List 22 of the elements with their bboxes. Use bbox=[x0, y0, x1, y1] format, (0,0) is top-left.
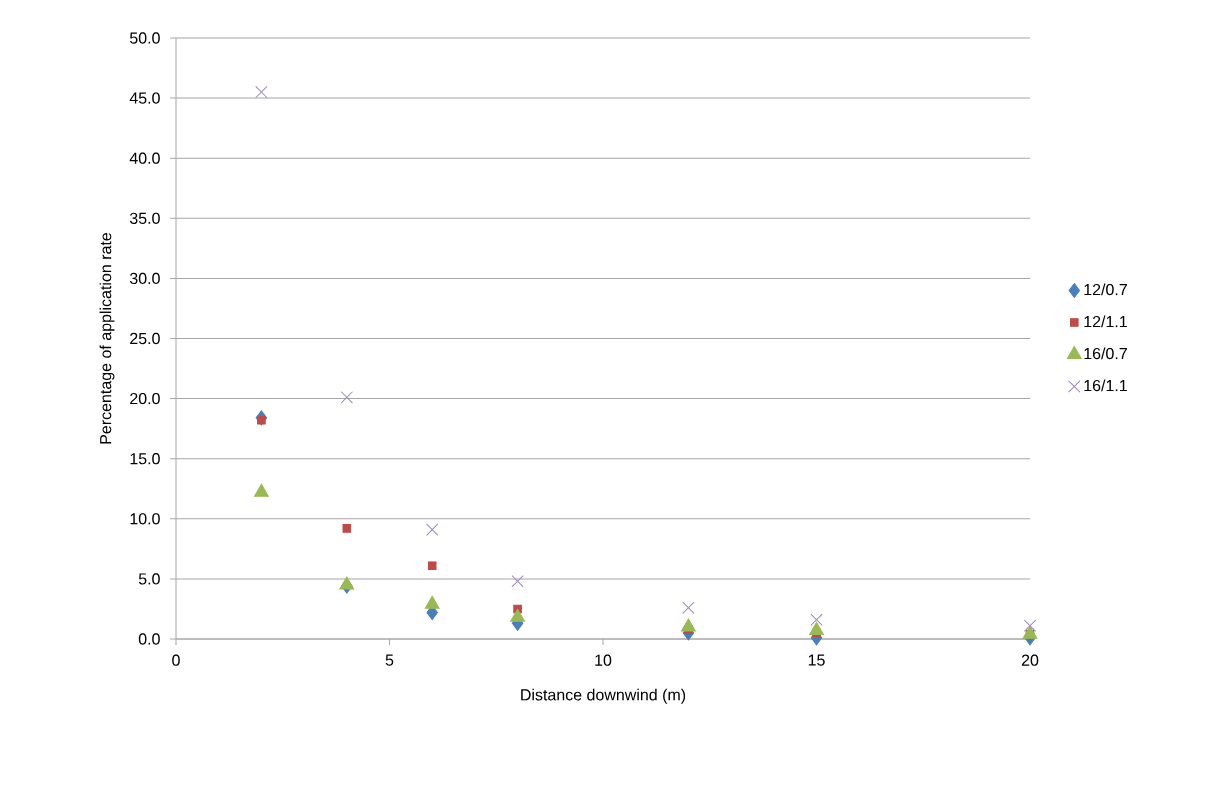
y-tick-label: 45.0 bbox=[129, 92, 160, 104]
y-tick-label: 10.0 bbox=[130, 513, 160, 525]
legend-label: 12/0.7 bbox=[1084, 283, 1127, 296]
y-tick-label: 50.0 bbox=[129, 32, 160, 44]
y-tick-label: 20.0 bbox=[130, 392, 160, 405]
y-tick-label: 15.0 bbox=[130, 453, 160, 465]
y-axis-title: Percentage of application rate bbox=[99, 232, 115, 444]
x-tick-label: 0 bbox=[172, 654, 180, 666]
legend-label: 16/1.1 bbox=[1084, 379, 1127, 392]
legend-label: 12/1.1 bbox=[1084, 315, 1127, 328]
y-tick-label: 40.0 bbox=[129, 152, 160, 164]
legend-label: 16/0.7 bbox=[1084, 347, 1127, 360]
y-tick-label: 30.0 bbox=[129, 272, 160, 285]
y-tick-label: 35.0 bbox=[129, 212, 160, 224]
y-tick-label: 5.0 bbox=[138, 573, 160, 585]
x-tick-label: 20 bbox=[1021, 654, 1039, 666]
x-tick-label: 10 bbox=[595, 654, 612, 666]
y-tick-label: 0.0 bbox=[138, 633, 160, 645]
x-tick-label: 15 bbox=[808, 654, 825, 666]
y-tick-label: 25.0 bbox=[130, 332, 160, 345]
x-tick-label: 5 bbox=[385, 654, 394, 666]
x-axis-title: Distance downwind (m) bbox=[521, 688, 686, 704]
